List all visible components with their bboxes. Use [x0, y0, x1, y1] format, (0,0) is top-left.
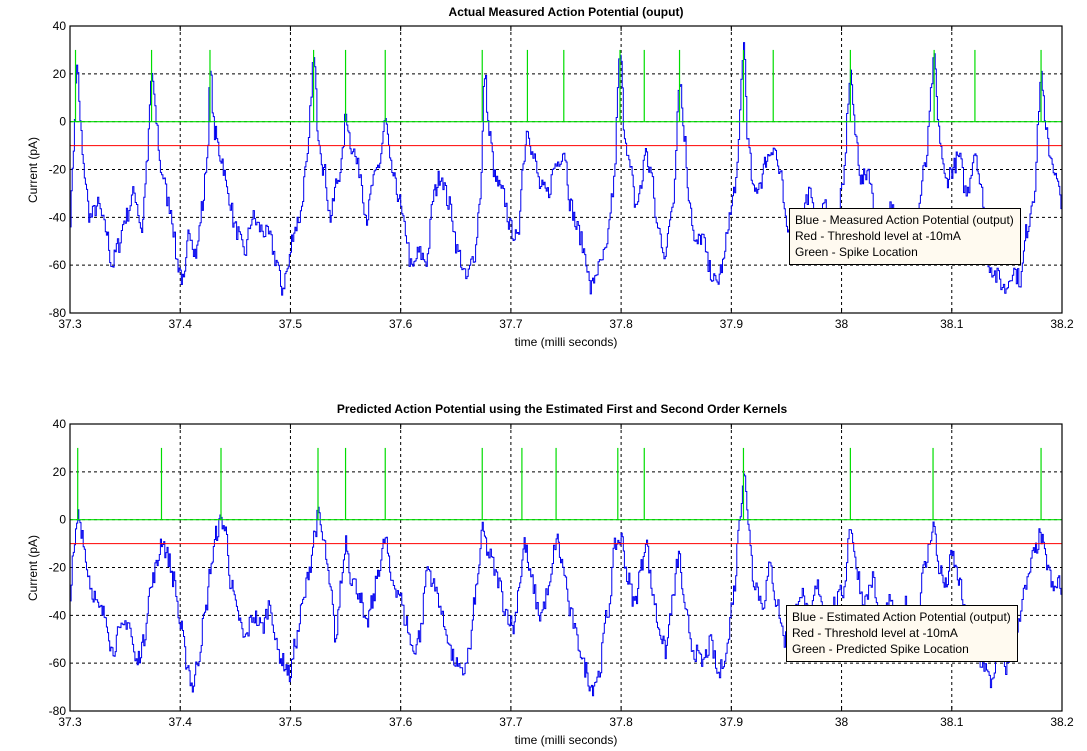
x-tick-label: 37.9	[720, 715, 744, 729]
legend-entry-red: Red - Threshold level at -10mA	[795, 229, 961, 243]
bottom-plot-xlabel: time (milli seconds)	[515, 733, 618, 747]
y-tick-label: 20	[53, 67, 67, 81]
bottom-plot-legend: Blue - Estimated Action Potential (outpu…	[786, 605, 1018, 662]
x-tick-label: 37.6	[389, 317, 413, 331]
x-tick-label: 37.5	[279, 317, 303, 331]
y-tick-label: 40	[53, 19, 67, 33]
y-tick-label: -60	[49, 656, 67, 670]
top-plot-legend: Blue - Measured Action Potential (output…	[789, 208, 1021, 265]
axes-frame	[69, 25, 1063, 314]
x-tick-label: 37.7	[499, 715, 523, 729]
grid	[70, 424, 1062, 711]
x-tick-label: 38.1	[940, 317, 964, 331]
y-tick-label: 20	[53, 465, 67, 479]
y-tick-label: -20	[49, 561, 67, 575]
y-tick-label: 0	[59, 513, 66, 527]
legend-entry-green: Green - Predicted Spike Location	[792, 642, 969, 656]
signal-line	[70, 473, 1062, 697]
bottom-plot: Predicted Action Potential using the Est…	[26, 402, 1074, 747]
x-tick-label: 38	[835, 317, 849, 331]
x-tick-label: 37.3	[58, 715, 82, 729]
axes-frame	[69, 423, 1063, 712]
y-tick-label: -40	[49, 608, 67, 622]
y-tick-label: 0	[59, 115, 66, 129]
top-plot: Actual Measured Action Potential (ouput)…	[26, 5, 1074, 349]
x-tick-label: 37.8	[609, 317, 633, 331]
bottom-plot-title: Predicted Action Potential using the Est…	[337, 402, 788, 416]
top-plot-ylabel: Current (pA)	[26, 137, 40, 203]
top-plot-xlabel: time (milli seconds)	[515, 335, 618, 349]
x-tick-label: 38.1	[940, 715, 964, 729]
x-tick-label: 38.2	[1050, 715, 1074, 729]
y-tick-label: 40	[53, 417, 67, 431]
y-tick-label: -20	[49, 163, 67, 177]
bottom-plot-ylabel: Current (pA)	[26, 535, 40, 601]
y-tick-label: -40	[49, 210, 67, 224]
legend-entry-blue: Blue - Measured Action Potential (output…	[795, 213, 1014, 227]
top-plot-title: Actual Measured Action Potential (ouput)	[449, 5, 684, 19]
x-tick-label: 37.5	[279, 715, 303, 729]
legend-entry-red: Red - Threshold level at -10mA	[792, 626, 958, 640]
legend-entry-blue: Blue - Estimated Action Potential (outpu…	[792, 610, 1011, 624]
x-tick-label: 37.8	[609, 715, 633, 729]
x-tick-label: 37.3	[58, 317, 82, 331]
x-tick-label: 37.4	[169, 715, 193, 729]
grid	[70, 26, 1062, 313]
x-tick-label: 37.6	[389, 715, 413, 729]
y-tick-label: -60	[49, 258, 67, 272]
y-tick-label: -80	[49, 306, 67, 320]
legend-entry-green: Green - Spike Location	[795, 245, 918, 259]
x-tick-label: 37.4	[169, 317, 193, 331]
plot-area	[70, 447, 1062, 697]
x-tick-label: 37.9	[720, 317, 744, 331]
y-tick-label: -80	[49, 704, 67, 718]
x-tick-label: 37.7	[499, 317, 523, 331]
x-tick-label: 38.2	[1050, 317, 1074, 331]
x-tick-label: 38	[835, 715, 849, 729]
plot-area	[70, 42, 1062, 296]
